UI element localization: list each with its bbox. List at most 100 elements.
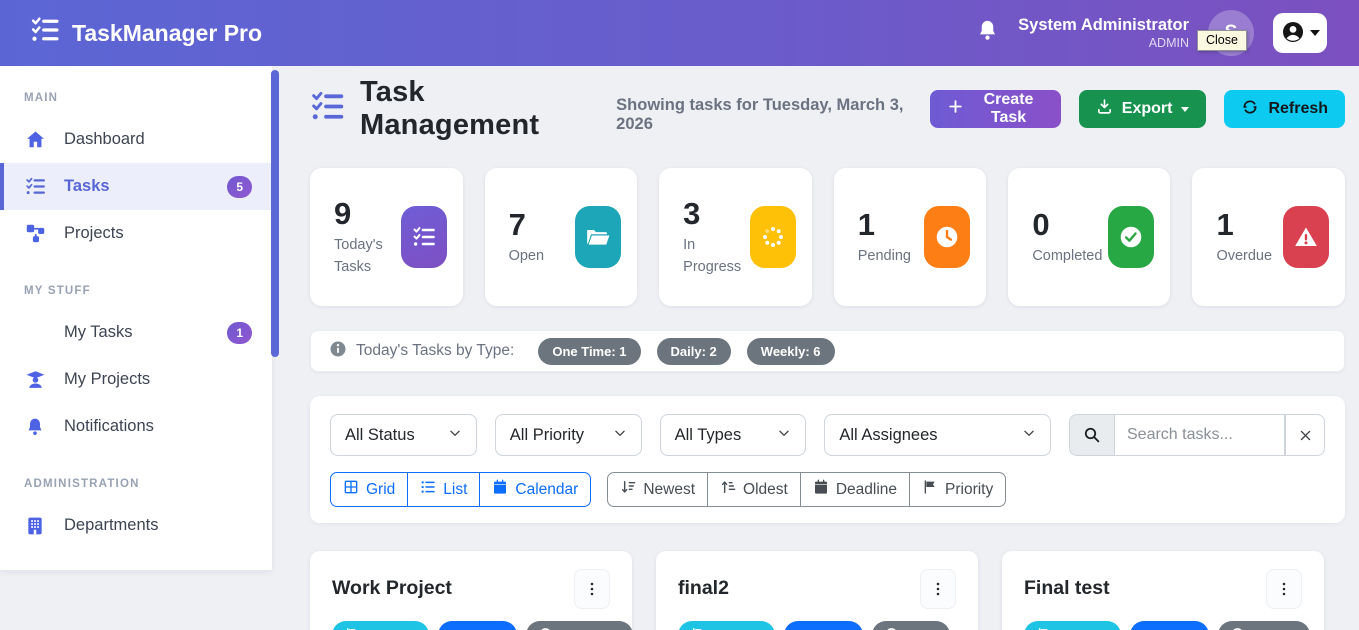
main-content: Task Management Showing tasks for Tuesda… <box>281 66 1359 630</box>
navbar-right: System Administrator ADMIN S <box>976 10 1327 56</box>
notifications-bell-icon[interactable] <box>976 19 999 47</box>
sidebar-item-my-projects[interactable]: My Projects <box>0 356 272 403</box>
warning-triangle-icon <box>1283 206 1330 268</box>
sidebar-item-label: Departments <box>64 516 159 534</box>
clock-icon <box>924 206 971 268</box>
info-circle-icon <box>329 340 347 363</box>
sort-oldest-button[interactable]: Oldest <box>707 472 801 507</box>
stat-value: 9 <box>334 196 352 232</box>
task-list-icon <box>24 176 46 197</box>
sort-deadline-button[interactable]: Deadline <box>799 472 911 507</box>
stat-label: Today's Tasks <box>334 237 383 275</box>
task-title: final2 <box>678 577 729 599</box>
type-filter-select[interactable]: All Types <box>659 414 807 456</box>
stat-label: Overdue <box>1216 247 1273 264</box>
share-nodes-icon <box>24 223 46 244</box>
priority-filter-select[interactable]: All Priority <box>494 414 642 456</box>
sidebar-item-tasks[interactable]: Tasks 5 <box>0 163 272 210</box>
folder-open-icon <box>575 206 622 268</box>
task-menu-button[interactable] <box>1266 569 1302 609</box>
task-menu-button[interactable] <box>574 569 610 609</box>
export-button[interactable]: Export <box>1078 90 1207 128</box>
task-list-logo-icon <box>30 15 60 51</box>
caret-down-icon <box>1181 106 1190 112</box>
stat-value: 7 <box>508 206 526 242</box>
tasks-count-badge: 5 <box>227 175 252 198</box>
task-card: final2 Medium <box>656 551 978 630</box>
task-card: Work Project Medium <box>310 551 633 630</box>
flag-icon <box>922 479 938 500</box>
task-card: Final test Medium <box>1002 551 1324 630</box>
create-task-button[interactable]: Create Task <box>930 90 1061 128</box>
priority-badge: Medium <box>332 621 430 630</box>
sidebar-item-my-tasks[interactable]: My Tasks 1 <box>0 309 272 356</box>
account-menu-button[interactable] <box>1273 13 1327 53</box>
building-icon <box>24 516 46 536</box>
stats-row: 9 Today's Tasks 7 Open <box>310 168 1346 306</box>
top-navbar: TaskManager Pro System Administrator ADM… <box>0 0 1359 66</box>
sidebar-panel: MAIN Dashboard Tasks <box>0 66 272 570</box>
task-title: Work Project <box>332 577 452 599</box>
home-icon <box>24 129 46 150</box>
task-list-icon <box>310 89 345 129</box>
search-icon <box>1069 414 1115 456</box>
page-title: Task Management <box>360 76 540 141</box>
type-badge-one-time: One Time: 1 <box>538 337 641 365</box>
header-actions: Create Task Export <box>930 90 1346 128</box>
calendar-icon <box>813 479 829 500</box>
type-badge: Weekly <box>1217 621 1310 630</box>
refresh-button[interactable]: Refresh <box>1224 90 1346 128</box>
sort-newest-button[interactable]: Newest <box>607 472 709 507</box>
priority-badge: Medium <box>1024 621 1122 630</box>
task-cards-grid: Work Project Medium <box>310 551 1345 630</box>
caret-down-icon <box>1309 30 1320 36</box>
chevron-down-icon <box>777 426 791 445</box>
stat-card-overdue: 1 Overdue <box>1192 168 1346 306</box>
type-badge: One Time <box>525 621 633 630</box>
sidebar-item-departments[interactable]: Departments <box>0 502 272 549</box>
close-tooltip: Close <box>1197 30 1247 51</box>
search-input[interactable] <box>1115 414 1285 456</box>
stat-value: 1 <box>1216 206 1234 242</box>
stat-value: 0 <box>1032 206 1050 242</box>
type-summary-label: Today's Tasks by Type: <box>356 342 515 359</box>
status-filter-select[interactable]: All Status <box>330 414 477 456</box>
stat-label: Open <box>508 247 545 264</box>
clear-search-button[interactable] <box>1285 414 1325 456</box>
sidebar-item-label: My Projects <box>64 370 151 388</box>
stat-label: In Progress <box>683 237 742 275</box>
user-name: System Administrator <box>1018 15 1189 34</box>
stat-value: 3 <box>683 196 701 232</box>
task-list-icon <box>400 206 447 268</box>
sidebar-item-projects[interactable]: Projects <box>0 210 272 257</box>
download-icon <box>1096 98 1113 120</box>
my-tasks-count-badge: 1 <box>227 321 252 344</box>
sidebar: MAIN Dashboard Tasks <box>0 66 281 630</box>
status-badge: Open <box>784 621 863 630</box>
sidebar-section-administration: ADMINISTRATION <box>24 478 140 490</box>
sort-priority-button[interactable]: Priority <box>909 472 1007 507</box>
sidebar-item-label: My Tasks <box>64 323 133 341</box>
sidebar-item-notifications[interactable]: Notifications <box>0 403 272 450</box>
type-badge-weekly: Weekly: 6 <box>746 337 835 365</box>
view-grid-button[interactable]: Grid <box>330 472 409 507</box>
grid-icon <box>343 479 359 500</box>
sidebar-item-dashboard[interactable]: Dashboard <box>0 116 272 163</box>
type-summary-bar: Today's Tasks by Type: One Time: 1 Daily… <box>310 330 1345 372</box>
task-menu-button[interactable] <box>920 569 956 609</box>
bell-icon <box>24 417 46 437</box>
view-calendar-button[interactable]: Calendar <box>479 472 592 507</box>
stat-label: Pending <box>857 247 911 264</box>
plus-icon <box>947 98 964 120</box>
stat-value: 1 <box>857 206 875 242</box>
assignee-filter-select[interactable]: All Assignees <box>824 414 1051 456</box>
sidebar-item-label: Projects <box>64 224 124 242</box>
check-circle-icon <box>1108 206 1155 268</box>
chevron-down-icon <box>1022 426 1036 445</box>
sidebar-scrollbar-thumb[interactable] <box>271 70 279 357</box>
brand[interactable]: TaskManager Pro <box>30 15 262 51</box>
stat-card-open: 7 Open <box>484 168 638 306</box>
calendar-icon <box>492 479 508 500</box>
sort-group: Newest Oldest <box>607 472 1007 507</box>
view-list-button[interactable]: List <box>407 472 481 507</box>
